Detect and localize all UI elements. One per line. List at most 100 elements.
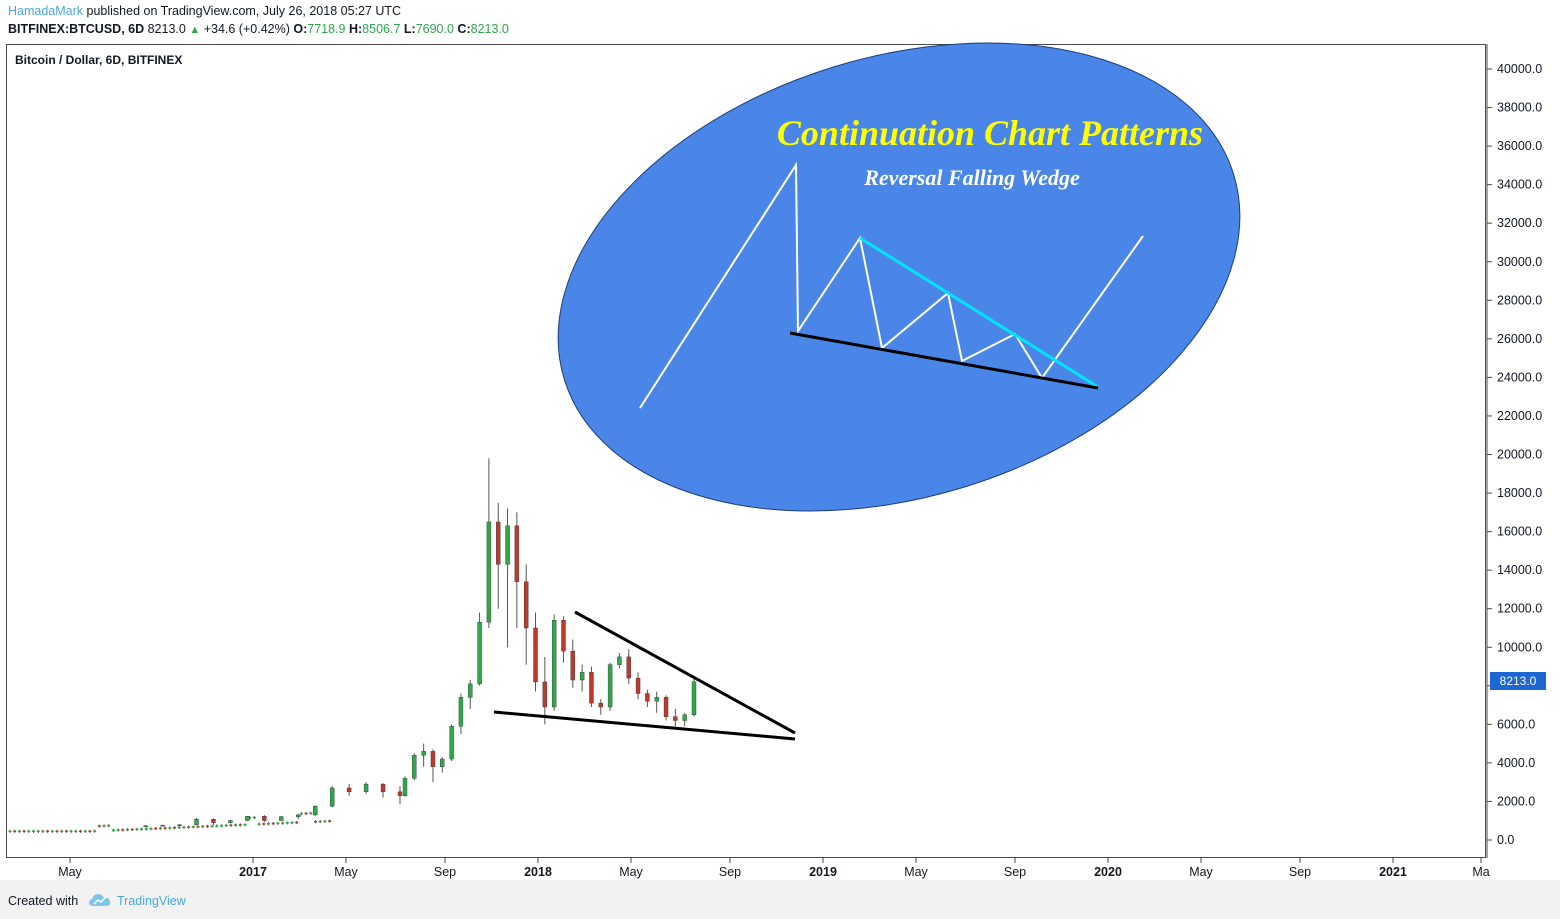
tradingview-link[interactable]: TradingView xyxy=(117,894,186,908)
candle-body xyxy=(363,783,369,793)
symbol-name[interactable]: BITFINEX:BTCUSD, 6D xyxy=(8,22,145,36)
candle-body xyxy=(88,830,92,833)
low-label: L: xyxy=(403,22,416,36)
candle-body xyxy=(607,664,613,708)
candle xyxy=(281,821,285,825)
x-tick-label: Sep xyxy=(719,865,741,879)
author-link[interactable]: HamadaMark xyxy=(8,4,84,18)
candle-body xyxy=(412,754,417,779)
candle xyxy=(196,825,200,829)
candle-body xyxy=(276,822,280,825)
candle xyxy=(74,829,78,833)
candle xyxy=(505,508,510,648)
candle-body xyxy=(93,830,97,832)
y-tick-label: 28000.0 xyxy=(1497,293,1542,307)
candle xyxy=(158,826,162,830)
candle xyxy=(228,819,233,824)
candle xyxy=(654,691,659,713)
last-price: 8213.0 xyxy=(147,22,186,36)
y-tick-label: 22000.0 xyxy=(1497,409,1542,423)
candle xyxy=(83,829,87,833)
open-value: 7718.9 xyxy=(307,22,346,36)
candle xyxy=(296,813,301,819)
candle-body xyxy=(285,822,289,824)
candle xyxy=(329,786,335,808)
candle-body xyxy=(177,826,181,829)
candle xyxy=(514,512,520,628)
chart-canvas[interactable]: 40000.0 38000.0 36000.0 34000.0 32000.0 30000… xyxy=(0,0,1560,880)
y-tick-label: 40000.0 xyxy=(1497,62,1542,76)
candle xyxy=(663,695,669,721)
candle xyxy=(304,811,308,816)
candle-body xyxy=(533,627,538,683)
candle-body xyxy=(295,821,299,824)
candle-body xyxy=(83,830,87,833)
candle-body xyxy=(177,824,182,826)
candle xyxy=(397,786,403,805)
candle xyxy=(64,829,68,833)
y-tick-label: 20000.0 xyxy=(1497,448,1542,462)
candle-body xyxy=(126,828,129,831)
y-tick-label: 34000.0 xyxy=(1497,178,1542,192)
candle-body xyxy=(32,830,35,833)
candle-body xyxy=(402,778,408,796)
candle-body xyxy=(224,824,228,827)
candle xyxy=(486,458,492,628)
candle xyxy=(215,824,219,828)
wedge-pattern-path xyxy=(639,161,1144,409)
candle xyxy=(645,689,650,708)
candle xyxy=(421,743,426,767)
candle xyxy=(107,824,111,828)
candle-body xyxy=(314,820,317,823)
chart-title: Bitcoin / Dollar, 6D, BITFINEX xyxy=(15,53,183,67)
candle-body xyxy=(154,827,158,830)
candle xyxy=(598,699,603,715)
candle-body xyxy=(158,827,162,830)
candle-body xyxy=(626,656,631,679)
candle-body xyxy=(505,525,510,565)
candle xyxy=(276,821,280,825)
candle xyxy=(140,827,144,831)
candle-body xyxy=(654,697,659,702)
candle xyxy=(617,653,622,669)
candle-body xyxy=(69,830,73,833)
candle-body xyxy=(168,827,172,829)
candle-body xyxy=(245,816,250,821)
candle xyxy=(143,825,148,828)
candle xyxy=(220,824,223,828)
candle-body xyxy=(262,816,267,821)
candle-body xyxy=(210,825,214,827)
candle-body xyxy=(598,702,603,708)
candle-body xyxy=(121,829,125,831)
candle xyxy=(60,829,64,833)
candle-body xyxy=(271,822,275,825)
tradingview-cloud-icon[interactable] xyxy=(88,892,112,908)
candle xyxy=(224,824,228,828)
candle-body xyxy=(663,697,669,717)
candle-body xyxy=(430,751,436,767)
candle xyxy=(271,822,275,826)
candle-body xyxy=(27,830,31,833)
candle xyxy=(121,828,125,832)
y-tick-label: 26000.0 xyxy=(1497,332,1542,346)
candle xyxy=(97,824,101,828)
candle-body xyxy=(262,823,266,825)
candle-body xyxy=(477,621,482,685)
candle xyxy=(27,829,31,833)
candle xyxy=(88,829,92,833)
annotation-title: Continuation Chart Patterns xyxy=(777,113,1203,153)
candle-body xyxy=(542,681,548,708)
x-tick-label: 2020 xyxy=(1094,865,1122,879)
candle xyxy=(314,820,317,824)
candle xyxy=(402,776,408,797)
candle-body xyxy=(309,812,313,815)
lower-trendline xyxy=(493,710,796,741)
candle-body xyxy=(328,820,332,822)
candle xyxy=(22,829,26,833)
open-label: O: xyxy=(293,22,308,36)
candle xyxy=(135,827,139,831)
y-tick-label: 16000.0 xyxy=(1497,525,1542,539)
candle-body xyxy=(149,827,153,830)
candle xyxy=(163,826,167,830)
candle-body xyxy=(252,816,256,819)
